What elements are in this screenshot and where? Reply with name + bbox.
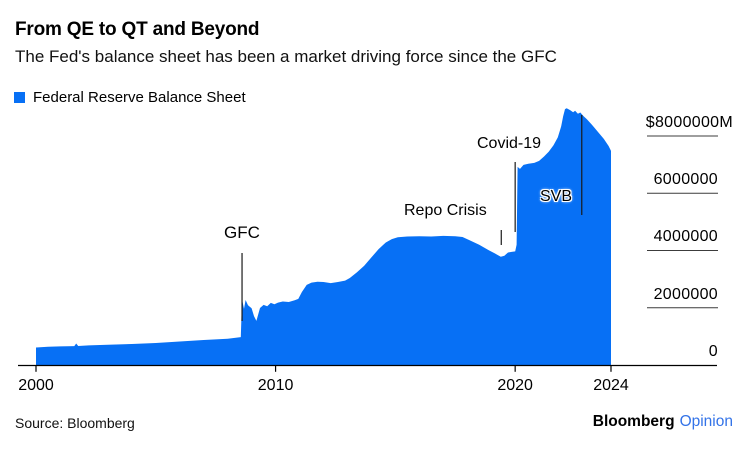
x-axis-label-2010: 2010 [257, 377, 294, 394]
legend: Federal Reserve Balance Sheet [14, 89, 246, 106]
y-axis-label-6000000: 6000000 [653, 171, 718, 188]
y-axis-label-0: 0 [708, 343, 718, 360]
source-credit: Source: Bloomberg [15, 415, 135, 431]
x-axis-label-2020: 2020 [497, 377, 533, 394]
annotation-svb: SVB [540, 188, 573, 205]
page-title: From QE to QT and Beyond [15, 19, 260, 40]
bloomberg-opinion-logo: Bloomberg Opinion [593, 413, 733, 431]
logo-section: Opinion [679, 413, 733, 430]
annotation-gfc: GFC [224, 223, 260, 242]
annotation-covid-19: Covid-19 [476, 135, 542, 152]
legend-label: Federal Reserve Balance Sheet [33, 89, 246, 106]
page-subtitle: The Fed's balance sheet has been a marke… [15, 47, 557, 66]
annotation-repo-crisis: Repo Crisis [404, 202, 487, 219]
x-axis-label-2024: 2024 [593, 377, 629, 394]
logo-brand: Bloomberg [592, 413, 675, 430]
x-axis-label-2000: 2000 [18, 377, 54, 394]
y-axis-label-2000000: 2000000 [653, 286, 718, 303]
legend-swatch-icon [14, 92, 25, 103]
y-axis-label-4000000: 4000000 [653, 228, 718, 245]
y-axis-label-8000000: $8000000M [645, 114, 733, 131]
